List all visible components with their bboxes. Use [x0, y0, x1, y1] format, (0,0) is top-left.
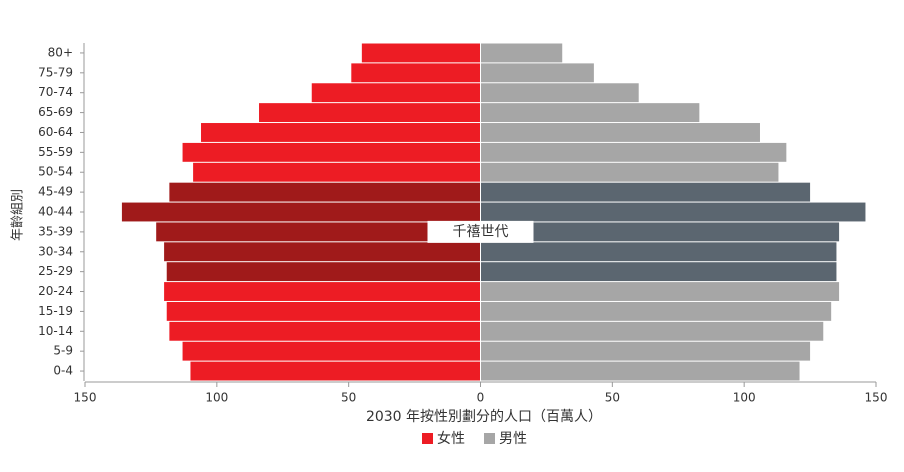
- bar: [480, 162, 779, 182]
- x-tick-label: 0: [477, 391, 485, 405]
- bar: [480, 341, 811, 361]
- bar: [190, 361, 481, 381]
- legend-label: 女性: [437, 430, 465, 447]
- y-tick-label: 80+: [48, 45, 73, 59]
- y-tick-label: 70-74: [38, 85, 73, 99]
- y-tick-label: 25-29: [38, 264, 73, 278]
- bar: [480, 142, 787, 162]
- bar: [193, 162, 481, 182]
- bar: [480, 123, 760, 142]
- y-tick-label: 15-19: [38, 304, 73, 318]
- y-tick-label: 40-44: [38, 205, 73, 219]
- x-tick-label: 100: [733, 391, 756, 405]
- annotation-box: [427, 220, 534, 243]
- bar: [166, 301, 481, 321]
- bar: [169, 182, 481, 202]
- y-tick-label: 55-59: [38, 145, 73, 159]
- y-tick-label: 50-54: [38, 165, 73, 179]
- x-tick-label: 50: [605, 391, 620, 405]
- y-tick-label: 0-4: [53, 364, 73, 378]
- bar: [164, 282, 481, 301]
- bar: [169, 321, 481, 341]
- bar: [480, 43, 563, 63]
- bar: [480, 83, 639, 103]
- bar: [480, 301, 832, 321]
- bar: [480, 202, 866, 222]
- y-tick-label: 20-24: [38, 284, 73, 298]
- y-tick-label: 65-69: [38, 105, 73, 119]
- bar: [480, 222, 840, 242]
- legend-label: 男性: [499, 431, 527, 447]
- bar: [480, 103, 700, 123]
- bar: [480, 262, 837, 282]
- y-tick-label: 10-14: [38, 324, 73, 338]
- bar: [480, 63, 594, 83]
- y-tick-label: 35-39: [38, 224, 73, 238]
- y-tick-label: 60-64: [38, 125, 73, 139]
- bar: [480, 321, 824, 341]
- annotation: 千禧世代: [453, 224, 509, 240]
- y-tick-label: 75-79: [38, 65, 73, 79]
- bar: [361, 43, 481, 63]
- bar: [182, 142, 481, 162]
- bar: [164, 242, 481, 262]
- bar: [182, 341, 481, 361]
- bar: [166, 262, 481, 282]
- x-tick-label: 50: [341, 391, 356, 405]
- x-tick-label: 150: [74, 391, 97, 405]
- bar: [121, 202, 481, 222]
- bar: [311, 83, 481, 103]
- bar: [201, 123, 481, 142]
- bar: [259, 103, 481, 123]
- bar: [156, 222, 481, 242]
- bar: [480, 361, 800, 381]
- legend-swatch: [422, 433, 433, 444]
- y-tick-label: 45-49: [38, 185, 73, 199]
- bar: [351, 63, 481, 83]
- bar: [480, 242, 837, 262]
- bar: [480, 182, 811, 202]
- bar: [480, 282, 840, 301]
- x-axis-title: 2030 年按性別劃分的人口（百萬人）: [366, 409, 602, 425]
- y-axis-title: 年齡組別: [11, 189, 26, 241]
- legend-swatch: [484, 433, 495, 444]
- y-tick-label: 30-34: [38, 244, 73, 258]
- y-tick-label: 5-9: [53, 344, 73, 358]
- x-tick-label: 100: [205, 391, 228, 405]
- x-tick-label: 150: [865, 391, 888, 405]
